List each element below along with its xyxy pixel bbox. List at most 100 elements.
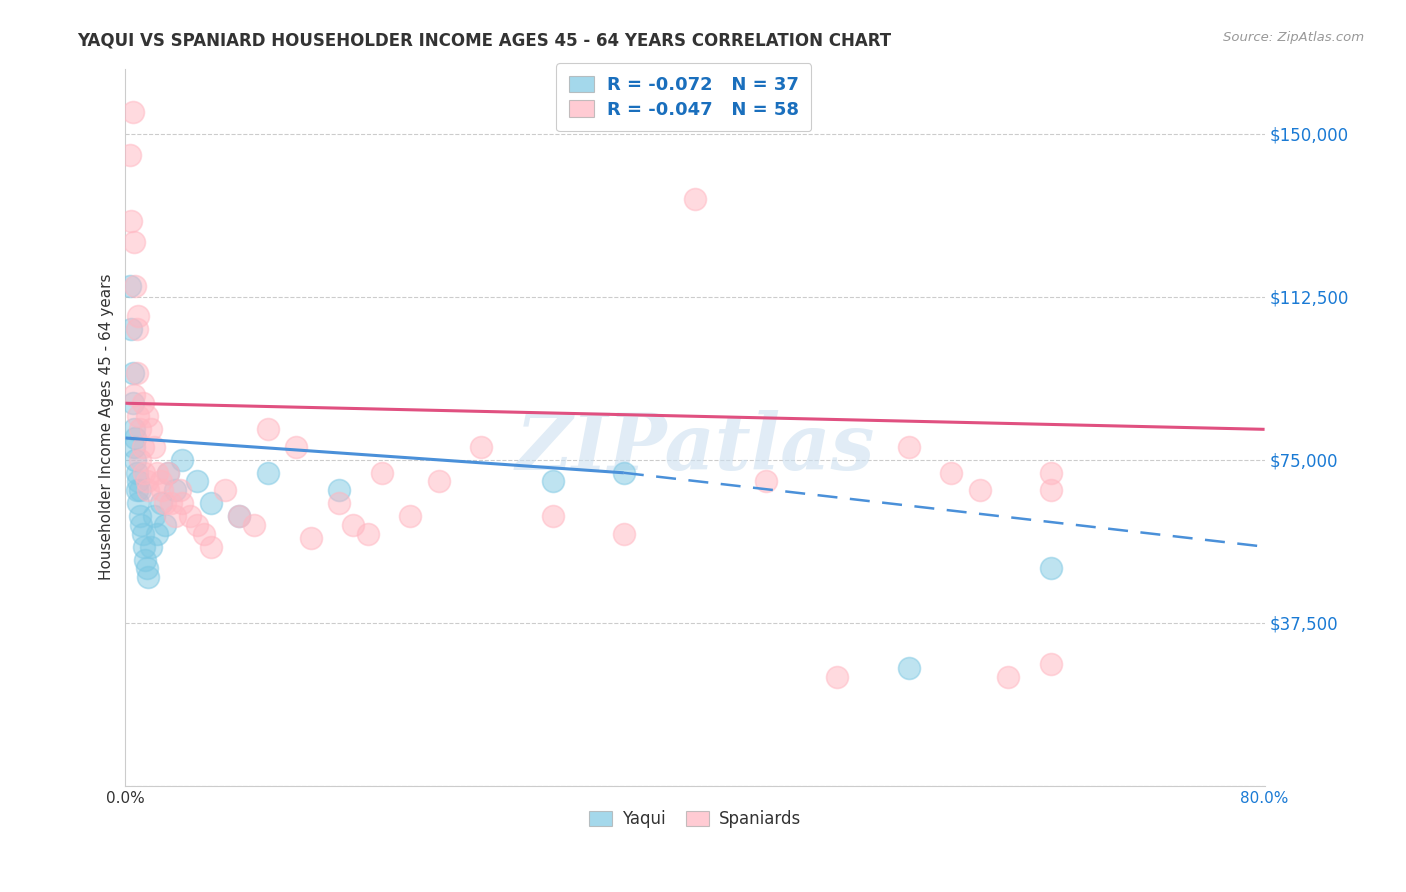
Point	[122, 387, 145, 401]
Point	[127, 496, 149, 510]
Point	[755, 475, 778, 489]
Point	[613, 526, 636, 541]
Point	[135, 409, 157, 424]
Point	[125, 466, 148, 480]
Point	[118, 278, 141, 293]
Point	[541, 475, 564, 489]
Point	[127, 310, 149, 324]
Point	[157, 466, 180, 480]
Point	[121, 366, 143, 380]
Point	[165, 509, 187, 524]
Point	[120, 322, 142, 336]
Point	[121, 396, 143, 410]
Point	[1040, 466, 1063, 480]
Point	[132, 540, 155, 554]
Point	[160, 496, 183, 510]
Point	[125, 322, 148, 336]
Point	[257, 422, 280, 436]
Point	[172, 452, 194, 467]
Point	[121, 105, 143, 120]
Point	[157, 466, 180, 480]
Point	[242, 518, 264, 533]
Point	[257, 466, 280, 480]
Point	[155, 496, 177, 510]
Point	[1040, 657, 1063, 671]
Point	[356, 526, 378, 541]
Point	[827, 670, 849, 684]
Point	[169, 483, 191, 498]
Point	[132, 466, 155, 480]
Point	[128, 483, 150, 498]
Point	[613, 466, 636, 480]
Point	[127, 475, 149, 489]
Point	[124, 452, 146, 467]
Point	[371, 466, 394, 480]
Point	[146, 466, 169, 480]
Text: YAQUI VS SPANIARD HOUSEHOLDER INCOME AGES 45 - 64 YEARS CORRELATION CHART: YAQUI VS SPANIARD HOUSEHOLDER INCOME AGE…	[77, 31, 891, 49]
Point	[122, 235, 145, 250]
Point	[122, 440, 145, 454]
Point	[139, 422, 162, 436]
Point	[541, 509, 564, 524]
Point	[135, 561, 157, 575]
Point	[139, 540, 162, 554]
Point	[285, 440, 308, 454]
Point	[228, 509, 250, 524]
Point	[131, 526, 153, 541]
Point	[897, 661, 920, 675]
Text: Source: ZipAtlas.com: Source: ZipAtlas.com	[1223, 31, 1364, 45]
Point	[124, 431, 146, 445]
Y-axis label: Householder Income Ages 45 - 64 years: Householder Income Ages 45 - 64 years	[100, 274, 114, 581]
Point	[897, 440, 920, 454]
Point	[125, 483, 148, 498]
Point	[128, 452, 150, 467]
Point	[152, 483, 174, 498]
Point	[427, 475, 450, 489]
Point	[1040, 483, 1063, 498]
Point	[186, 518, 208, 533]
Point	[997, 670, 1019, 684]
Point	[941, 466, 963, 480]
Point	[1040, 561, 1063, 575]
Point	[683, 192, 706, 206]
Point	[136, 570, 159, 584]
Point	[228, 509, 250, 524]
Point	[179, 509, 201, 524]
Point	[120, 213, 142, 227]
Point	[165, 483, 187, 498]
Point	[214, 483, 236, 498]
Legend: Yaqui, Spaniards: Yaqui, Spaniards	[582, 804, 808, 835]
Point	[399, 509, 422, 524]
Point	[125, 366, 148, 380]
Point	[127, 409, 149, 424]
Point	[342, 518, 364, 533]
Point	[136, 483, 159, 498]
Point	[124, 278, 146, 293]
Point	[200, 496, 222, 510]
Point	[200, 540, 222, 554]
Point	[299, 531, 322, 545]
Point	[155, 518, 177, 533]
Point	[128, 509, 150, 524]
Point	[131, 440, 153, 454]
Point	[146, 526, 169, 541]
Point	[134, 553, 156, 567]
Point	[328, 496, 350, 510]
Point	[131, 396, 153, 410]
Point	[172, 496, 194, 510]
Point	[118, 148, 141, 162]
Point	[193, 526, 215, 541]
Point	[969, 483, 991, 498]
Point	[470, 440, 492, 454]
Point	[328, 483, 350, 498]
Point	[142, 509, 165, 524]
Point	[122, 422, 145, 436]
Point	[128, 422, 150, 436]
Point	[150, 496, 173, 510]
Point	[135, 475, 157, 489]
Point	[129, 518, 152, 533]
Text: ZIPatlas: ZIPatlas	[516, 410, 875, 487]
Point	[150, 475, 173, 489]
Point	[142, 440, 165, 454]
Point	[186, 475, 208, 489]
